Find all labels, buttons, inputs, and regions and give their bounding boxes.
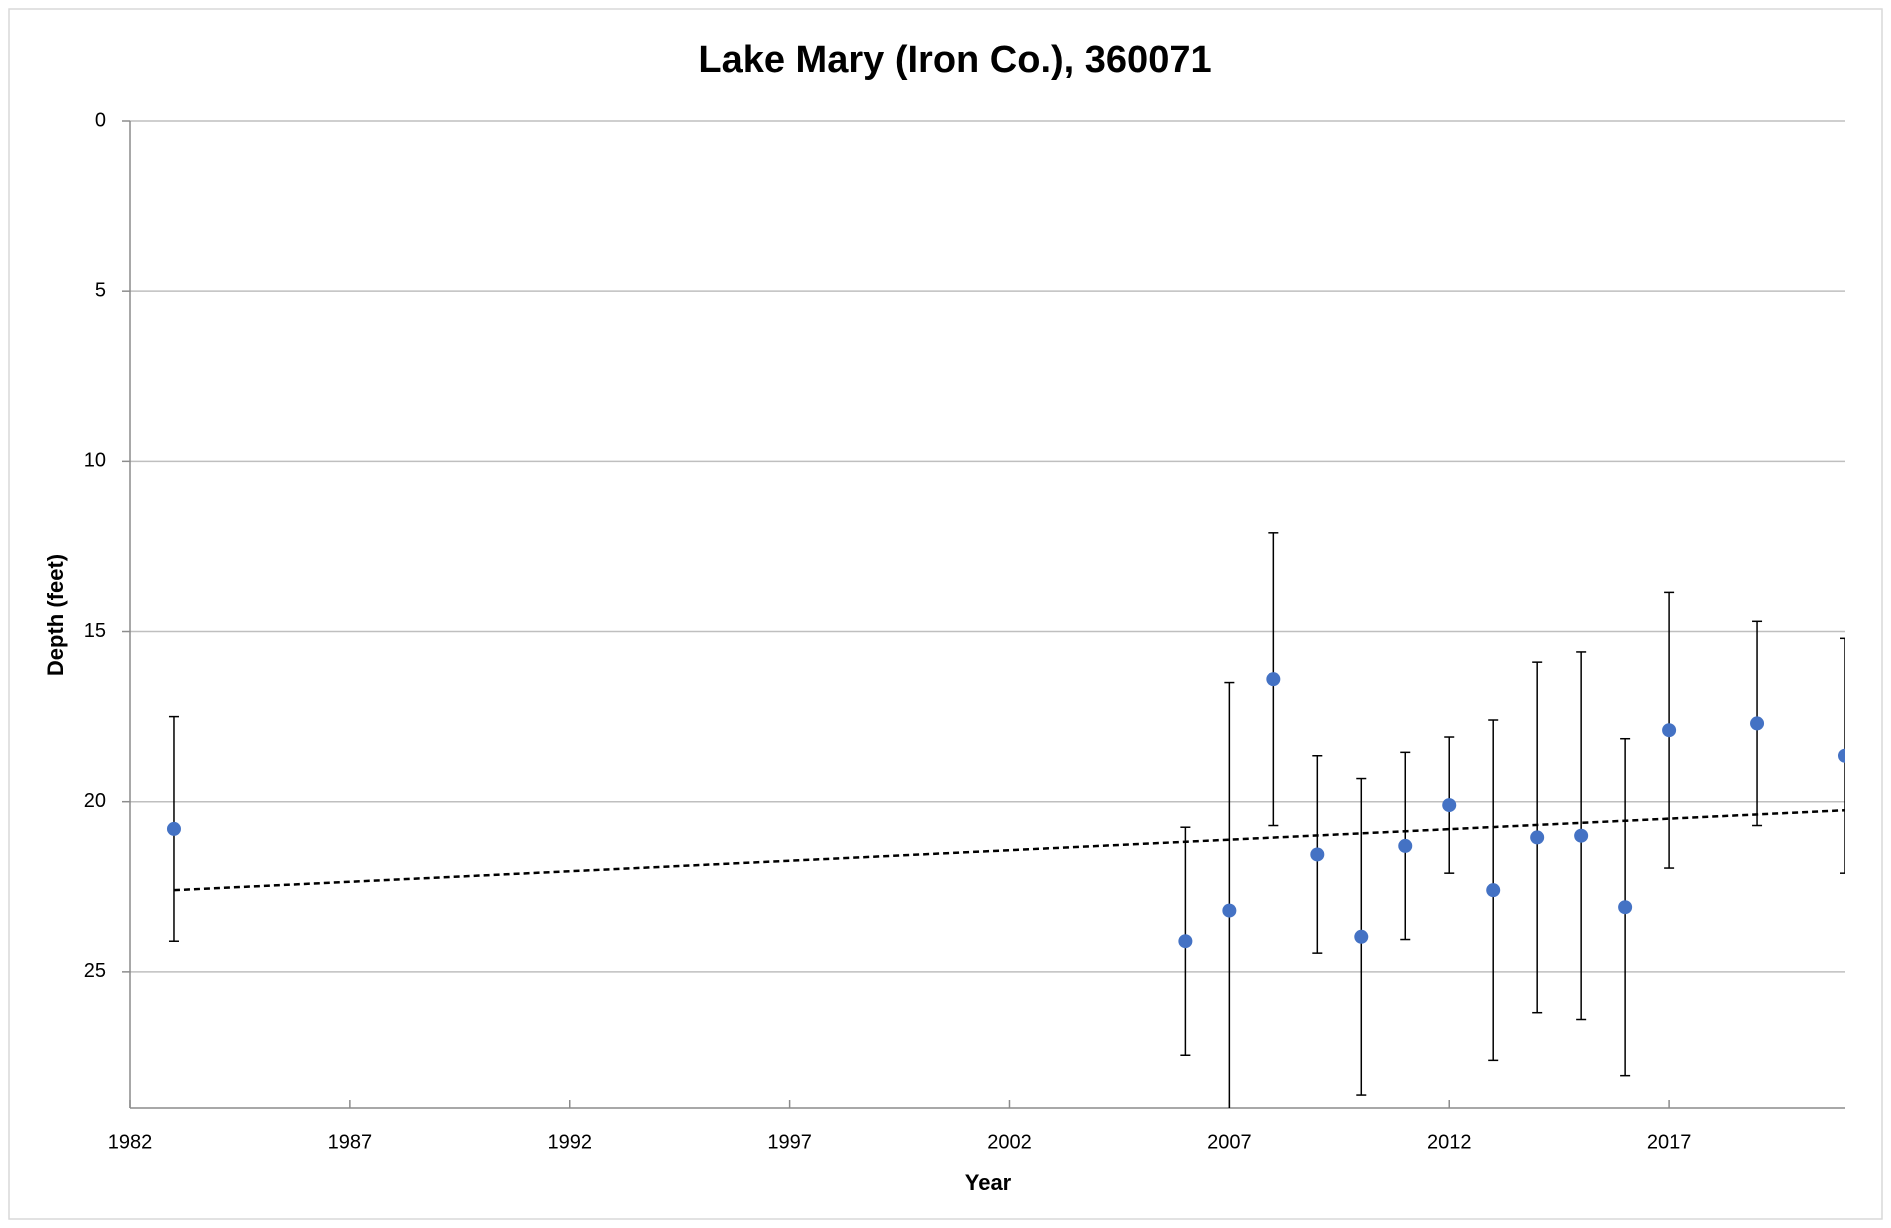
data-point bbox=[1662, 723, 1677, 738]
x-tick-label: 2007 bbox=[1207, 1131, 1252, 1153]
y-tick-label: 10 bbox=[84, 450, 106, 472]
data-point bbox=[1574, 828, 1589, 843]
y-axis-label: Depth (feet) bbox=[43, 554, 68, 676]
y-tick-label: 20 bbox=[84, 790, 106, 812]
data-point bbox=[1222, 903, 1237, 918]
y-tick-label: 25 bbox=[84, 960, 106, 982]
data-point bbox=[1266, 672, 1281, 687]
y-tick-label: 5 bbox=[95, 279, 106, 301]
data-point bbox=[1442, 798, 1457, 813]
data-point bbox=[1486, 883, 1501, 898]
x-tick-label: 2012 bbox=[1427, 1131, 1472, 1153]
data-point bbox=[1310, 847, 1325, 862]
data-point bbox=[166, 821, 181, 836]
x-tick-label: 1987 bbox=[328, 1131, 373, 1153]
error-bar bbox=[1840, 637, 1845, 874]
plot-area bbox=[166, 532, 1845, 1108]
x-tick-label: 2017 bbox=[1647, 1131, 1692, 1153]
x-tick-label: 1997 bbox=[767, 1131, 812, 1153]
data-point bbox=[1750, 716, 1765, 731]
x-axis-label: Year bbox=[965, 1170, 1012, 1195]
x-tick-label: 1982 bbox=[108, 1131, 153, 1153]
data-point bbox=[1398, 838, 1413, 853]
x-tick-label: 1992 bbox=[547, 1131, 592, 1153]
data-point bbox=[1354, 929, 1369, 944]
data-point bbox=[1838, 748, 1845, 763]
x-tick-label: 2002 bbox=[987, 1131, 1032, 1153]
trendline bbox=[173, 808, 1845, 892]
data-point bbox=[1178, 934, 1193, 949]
chart-frame bbox=[8, 8, 1883, 1220]
y-tick-label: 0 bbox=[95, 109, 106, 131]
data-point bbox=[1618, 900, 1633, 915]
data-point bbox=[1530, 830, 1545, 845]
y-tick-label: 15 bbox=[84, 620, 106, 642]
chart-title: Lake Mary (Iron Co.), 360071 bbox=[698, 39, 1211, 81]
